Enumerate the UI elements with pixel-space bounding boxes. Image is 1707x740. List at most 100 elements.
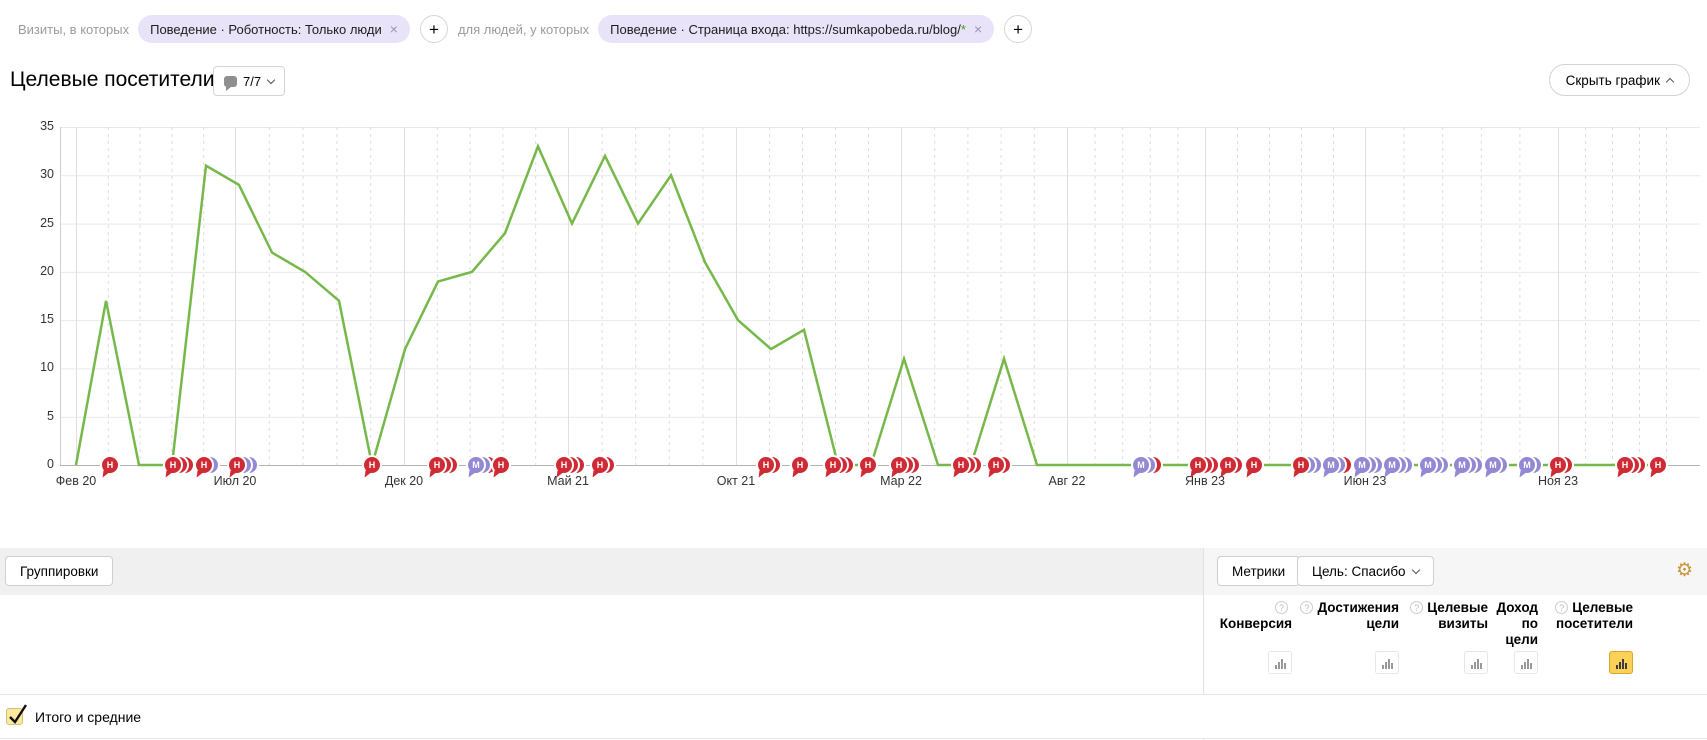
close-icon[interactable]: ×: [389, 21, 398, 37]
note-marker[interactable]: М: [1454, 457, 1482, 479]
note-marker[interactable]: Н: [1650, 457, 1666, 479]
note-marker-bubble: Н: [364, 457, 380, 479]
note-marker[interactable]: Н: [1293, 457, 1321, 479]
filter-chip-robots[interactable]: Поведение · Роботность: Только люди ×: [138, 15, 410, 43]
note-marker-tail: [468, 470, 477, 479]
bar-chart-icon[interactable]: [1268, 651, 1292, 674]
wildcard-highlight: *: [960, 21, 966, 37]
note-marker[interactable]: Н: [429, 457, 457, 479]
filter-chip-landing-page[interactable]: Поведение · Страница входа: https://sumk…: [598, 15, 995, 43]
note-marker[interactable]: Н: [165, 457, 193, 479]
comments-dropdown[interactable]: 7/7: [213, 66, 286, 96]
note-marker-bubble: Н: [1550, 457, 1566, 479]
note-marker[interactable]: Н: [229, 457, 257, 479]
totals-checkbox-checked[interactable]: [6, 704, 28, 725]
note-marker[interactable]: Н: [556, 457, 584, 479]
hide-chart-button[interactable]: Скрыть график: [1548, 64, 1690, 96]
note-marker[interactable]: Н: [1190, 457, 1218, 479]
chevron-up-icon: [1665, 77, 1675, 87]
note-marker[interactable]: М: [1420, 457, 1448, 479]
note-marker[interactable]: Н: [1246, 457, 1262, 479]
checkmark-icon: [9, 704, 28, 724]
note-marker-tail: [1650, 470, 1659, 479]
note-marker-bubble: Н: [792, 457, 808, 479]
x-axis-tick-label: Дек 20: [384, 474, 424, 488]
bar-chart-icon[interactable]: [1375, 651, 1399, 674]
note-marker[interactable]: М: [1323, 457, 1351, 479]
note-marker-bubble: Н: [1246, 457, 1262, 479]
note-marker[interactable]: Н: [953, 457, 981, 479]
note-marker[interactable]: М: [1519, 457, 1541, 479]
note-marker-tail: [1384, 470, 1393, 479]
note-marker[interactable]: Н: [592, 457, 614, 479]
note-marker[interactable]: Н: [891, 457, 919, 479]
y-axis-tick-label: 20: [40, 263, 54, 278]
note-marker[interactable]: Н: [1220, 457, 1242, 479]
note-marker[interactable]: М: [1133, 457, 1161, 479]
note-marker[interactable]: Н: [1550, 457, 1572, 479]
visitors-line-chart: 0 5 10 15 20 25 30 35 Фев 20 Июл 20 Дек 20 Май 21 Ок…: [0, 108, 1707, 520]
note-marker-bubble: М: [1354, 457, 1370, 479]
note-marker-bubble: Н: [102, 457, 118, 479]
groupings-button[interactable]: Группировки: [5, 556, 114, 586]
note-marker[interactable]: Н: [102, 457, 118, 479]
help-icon[interactable]: ?: [1300, 601, 1314, 614]
column-header-goal-revenue[interactable]: Доход по цели: [1488, 600, 1538, 648]
filter-chip-robots-text: Поведение · Роботность: Только люди: [150, 21, 382, 37]
metrics-button[interactable]: Метрики: [1217, 556, 1301, 586]
note-marker[interactable]: М: [468, 457, 496, 479]
help-icon[interactable]: ?: [1410, 601, 1424, 614]
note-marker-bubble: Н: [196, 457, 212, 479]
note-marker[interactable]: Н: [860, 457, 876, 479]
note-marker-tail: [758, 470, 767, 479]
help-icon[interactable]: ?: [1275, 601, 1288, 614]
bar-chart-icon-selected[interactable]: [1609, 651, 1633, 674]
chart-canvas: [60, 127, 1700, 467]
y-axis-tick-label: 10: [40, 360, 54, 375]
note-marker-bubble: Н: [1190, 457, 1206, 479]
add-people-filter-button[interactable]: +: [1004, 15, 1033, 43]
note-marker-tail: [102, 470, 111, 479]
note-marker-bubble: М: [1133, 457, 1149, 479]
note-marker[interactable]: Н: [758, 457, 780, 479]
column-header-label: Достижения цели: [1317, 600, 1399, 631]
add-visits-filter-button[interactable]: +: [419, 15, 448, 43]
note-marker[interactable]: Н: [792, 457, 808, 479]
column-header-conversion[interactable]: ? Конверсия: [1203, 600, 1292, 648]
note-marker-bubble: Н: [1617, 457, 1633, 479]
close-icon[interactable]: ×: [973, 21, 983, 37]
column-header-label: Доход по цели: [1496, 600, 1538, 647]
note-marker[interactable]: М: [1354, 457, 1382, 479]
totals-label: Итого и средние: [35, 708, 142, 725]
bar-chart-icon[interactable]: [1514, 651, 1538, 674]
note-marker[interactable]: М: [1485, 457, 1507, 479]
y-axis-tick-label: 25: [40, 215, 54, 230]
note-marker-tail: [825, 470, 834, 479]
note-marker[interactable]: Н: [196, 457, 218, 479]
column-header-goal-reaches[interactable]: ? Достижения цели: [1292, 600, 1399, 648]
help-icon[interactable]: ?: [1555, 601, 1569, 614]
note-marker-tail: [429, 470, 438, 479]
bar-chart-icon[interactable]: [1464, 651, 1488, 674]
goal-select[interactable]: Цель: Спасибо: [1297, 556, 1434, 586]
y-axis-tick-label: 5: [47, 408, 54, 423]
note-marker[interactable]: Н: [493, 457, 509, 479]
note-marker-bubble: Н: [988, 457, 1004, 479]
note-marker-bubble: М: [1519, 457, 1535, 479]
column-header-goal-visitors[interactable]: ? Целевые посетители: [1538, 600, 1633, 648]
note-marker-tail: [1485, 470, 1494, 479]
note-marker[interactable]: М: [1384, 457, 1412, 479]
note-marker-bubble: Н: [1650, 457, 1666, 479]
note-marker[interactable]: Н: [1617, 457, 1645, 479]
goal-select-label: Цель: Спасибо: [1312, 563, 1406, 579]
note-marker[interactable]: Н: [825, 457, 853, 479]
note-marker[interactable]: Н: [364, 457, 380, 479]
gear-icon[interactable]: ⚙: [1675, 560, 1693, 581]
people-condition-label: для людей, у которых: [457, 21, 590, 37]
x-axis-tick-label: Июл 20: [213, 474, 257, 488]
note-marker-tail: [988, 470, 997, 479]
note-marker-tail: [592, 470, 601, 479]
note-marker[interactable]: Н: [988, 457, 1010, 479]
column-header-goal-visits[interactable]: ? Целевые визиты: [1399, 600, 1488, 648]
x-axis-tick-label: Авг 22: [1048, 474, 1086, 488]
